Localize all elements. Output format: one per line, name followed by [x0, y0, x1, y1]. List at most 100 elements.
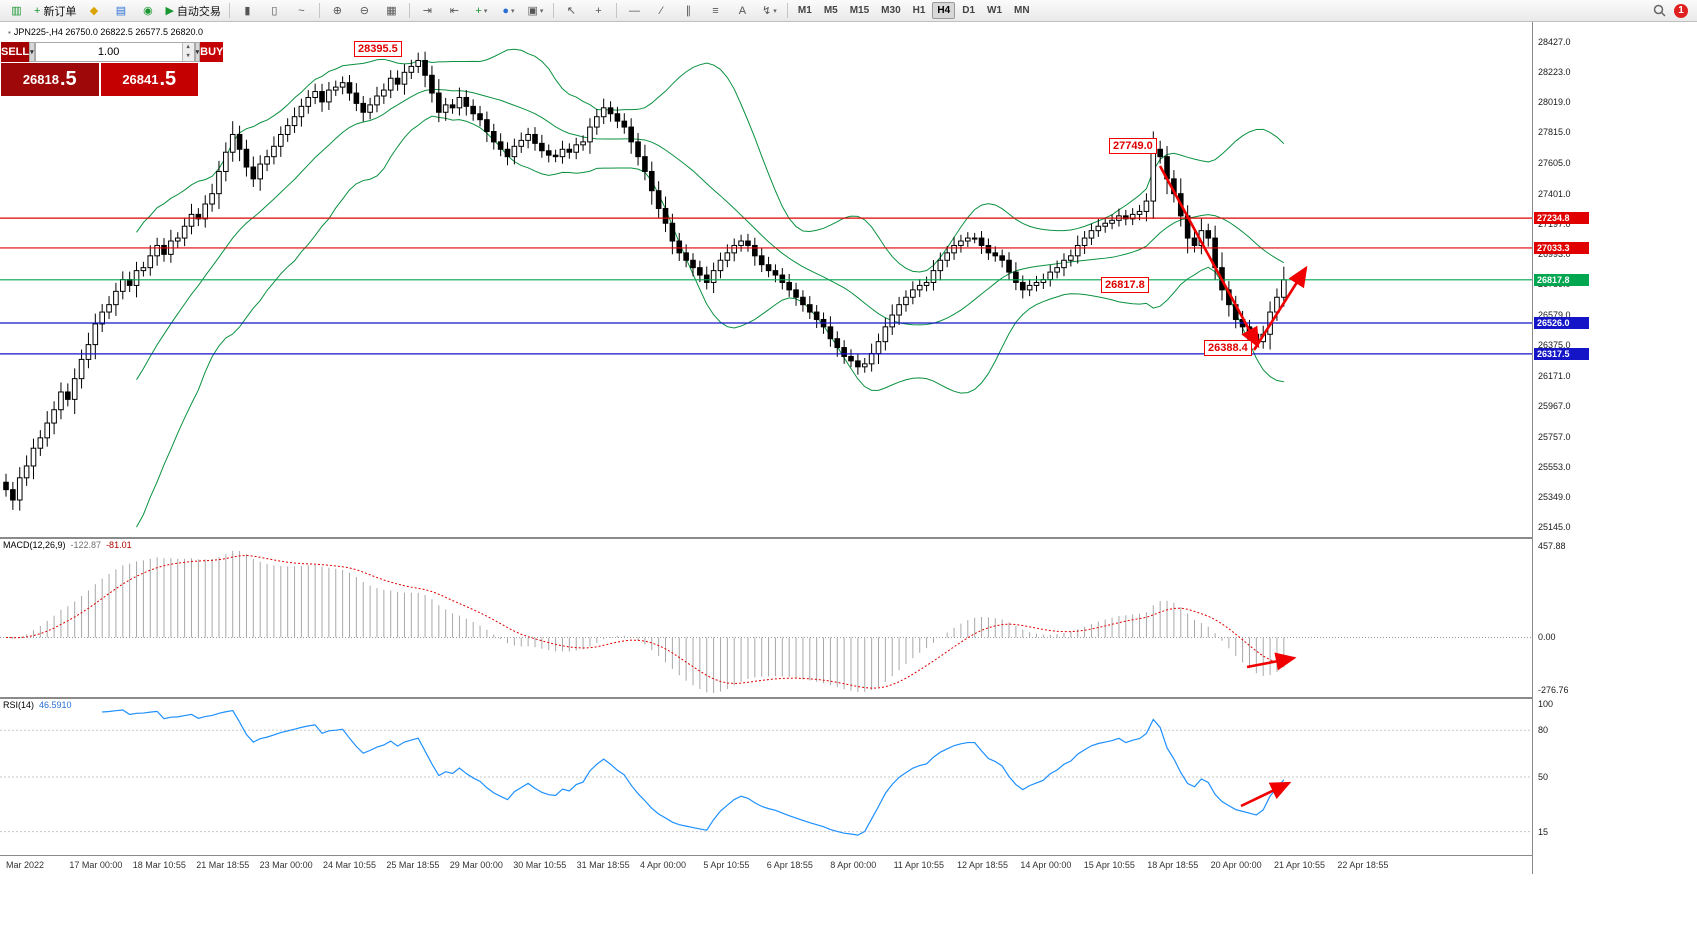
price-axis-label: 27815.0	[1538, 127, 1571, 138]
time-axis-label: 17 Mar 00:00	[69, 860, 123, 870]
candle-body	[1068, 255, 1074, 261]
candle-body	[1013, 271, 1019, 283]
timeframe-m5-button[interactable]: M5	[823, 5, 838, 16]
time-axis-label: 30 Mar 10:55	[513, 860, 567, 870]
macd-svg	[0, 550, 1532, 693]
time-axis-label: 12 Apr 18:55	[957, 860, 1009, 870]
template-button-caret: ▾	[539, 7, 544, 15]
data-window-button[interactable]: ▤	[108, 1, 133, 21]
buy-price-frac: .5	[159, 68, 177, 90]
chart-shift-button[interactable]: ⇤	[442, 1, 467, 21]
text-tool-button[interactable]: A	[730, 1, 755, 21]
fibonacci-tool-icon: ≡	[712, 4, 719, 17]
time-axis-label: 5 Apr 10:55	[703, 860, 750, 870]
rsi-pane[interactable]: RSI(14) 46.5910	[0, 699, 1532, 855]
sell-dropdown-caret[interactable]: ▾	[29, 42, 35, 62]
price-annotation-28395.5[interactable]: 28395.5	[354, 41, 402, 57]
bar-chart-button[interactable]: ▮	[235, 1, 260, 21]
zoom-out-button[interactable]: ⊖	[352, 1, 377, 21]
arrows-tool-button[interactable]: ↯ ▾	[757, 1, 782, 21]
sell-price-button[interactable]: 26818.5	[1, 63, 99, 96]
panel-splitter-macd[interactable]	[0, 537, 1697, 539]
candle-body	[429, 74, 435, 94]
timeframe-w1-button[interactable]: W1	[987, 5, 1003, 16]
new-chart-button[interactable]: ▥	[4, 1, 29, 21]
add-indicator-button[interactable]: + ▾	[469, 1, 494, 21]
buy-price-button[interactable]: 26841.5	[100, 63, 198, 96]
period-button[interactable]: ● ▾	[496, 1, 521, 21]
channel-tool-button[interactable]: ∥	[676, 1, 701, 21]
price-annotation-26817.8[interactable]: 26817.8	[1101, 277, 1149, 293]
candle-body	[1074, 244, 1081, 257]
buy-dropdown-caret[interactable]: ▾	[194, 42, 201, 62]
zoom-in-icon: ⊕	[332, 5, 343, 17]
main-chart-pane[interactable]: ▪ JPN225-,H4 26750.0 26822.5 26577.5 2682…	[0, 22, 1532, 537]
candle-body	[951, 244, 957, 254]
time-axis[interactable]: Mar 2022 17 Mar 00:00 18 Mar 10:55 21 Mar 1…	[0, 855, 1532, 875]
volume-input[interactable]	[35, 43, 182, 61]
candle-body	[490, 131, 497, 143]
auto-scroll-button[interactable]: ⇥	[415, 1, 440, 21]
hline-tool-button[interactable]: —	[622, 1, 647, 21]
template-button[interactable]: ▣ ▾	[523, 1, 548, 21]
timeframe-m30-button[interactable]: M30	[881, 5, 901, 16]
candle-body	[387, 77, 394, 91]
candle-body	[545, 150, 552, 156]
timeframe-mn-button[interactable]: MN	[1014, 5, 1030, 16]
fibonacci-tool-button[interactable]: ≡	[703, 1, 728, 21]
candle-body	[154, 244, 160, 257]
candle-body	[889, 314, 896, 328]
macd-pane[interactable]: MACD(12,26,9) -122.87 -81.01	[0, 539, 1532, 697]
volume-up-button[interactable]: ▴	[182, 43, 194, 52]
new-order-button[interactable]: + 新订单	[31, 1, 79, 21]
time-axis-label: 23 Mar 00:00	[259, 860, 313, 870]
cursor-button[interactable]: ↖	[559, 1, 584, 21]
candle-body	[477, 113, 483, 121]
panel-splitter-rsi[interactable]	[0, 697, 1697, 699]
candle-body	[119, 279, 126, 292]
timeframe-h1-button[interactable]: H1	[912, 5, 926, 16]
candle-body	[3, 481, 9, 491]
zoom-in-button[interactable]: ⊕	[325, 1, 350, 21]
trendline-tool-button[interactable]: ∕	[649, 1, 674, 21]
time-axis-label: 18 Mar 10:55	[132, 860, 186, 870]
time-axis-label: 31 Mar 18:55	[576, 860, 630, 870]
strategy-button[interactable]: ◉	[135, 1, 160, 21]
mql5-button[interactable]: ◆	[81, 1, 106, 21]
candle-body	[1219, 267, 1225, 291]
candle-body	[360, 102, 367, 113]
toolbar-separator	[786, 3, 788, 18]
auto-trading-button[interactable]: ▶ 自动交易	[162, 1, 223, 21]
time-axis-label: 18 Apr 18:55	[1147, 860, 1199, 870]
volume-down-button[interactable]: ▾	[182, 52, 194, 61]
macd-value-signal: -81.01	[106, 540, 132, 550]
sell-button[interactable]: SELL	[1, 42, 30, 62]
notification-badge[interactable]: 1	[1674, 3, 1688, 18]
candle-body	[71, 378, 78, 400]
search-icon[interactable]	[1652, 3, 1668, 19]
candle-body	[223, 151, 229, 172]
candle-body	[690, 259, 696, 269]
candle-body	[243, 148, 250, 168]
buy-button[interactable]: BUY	[200, 42, 224, 62]
candle-body	[868, 352, 875, 365]
trendline-tool-icon: ∕	[660, 4, 663, 17]
candle-body	[470, 105, 476, 115]
candlestick-chart-button[interactable]: ▯	[262, 1, 287, 21]
crosshair-button[interactable]: +	[586, 1, 611, 21]
line-chart-icon: ~	[298, 4, 305, 17]
price-annotation-26388.4[interactable]: 26388.4	[1204, 340, 1252, 356]
price-annotation-27749.0[interactable]: 27749.0	[1109, 138, 1157, 154]
price-axis[interactable]: 28427.0 28223.0 28019.0 27815.0 27605.0 27401…	[1532, 22, 1697, 874]
timeframe-m1-button[interactable]: M1	[797, 5, 812, 16]
candle-body	[30, 447, 37, 467]
tile-windows-button[interactable]: ▦	[379, 1, 404, 21]
timeframe-m15-button[interactable]: M15	[849, 5, 870, 16]
timeframe-h4-button[interactable]: H4	[932, 2, 956, 19]
line-chart-button[interactable]: ~	[289, 1, 314, 21]
candle-body	[1281, 279, 1287, 298]
symbol-info: ▪ JPN225-,H4 26750.0 26822.5 26577.5 2682…	[8, 27, 203, 37]
timeframe-d1-button[interactable]: D1	[962, 5, 976, 16]
candle-body	[394, 77, 401, 85]
candle-body	[339, 82, 346, 88]
